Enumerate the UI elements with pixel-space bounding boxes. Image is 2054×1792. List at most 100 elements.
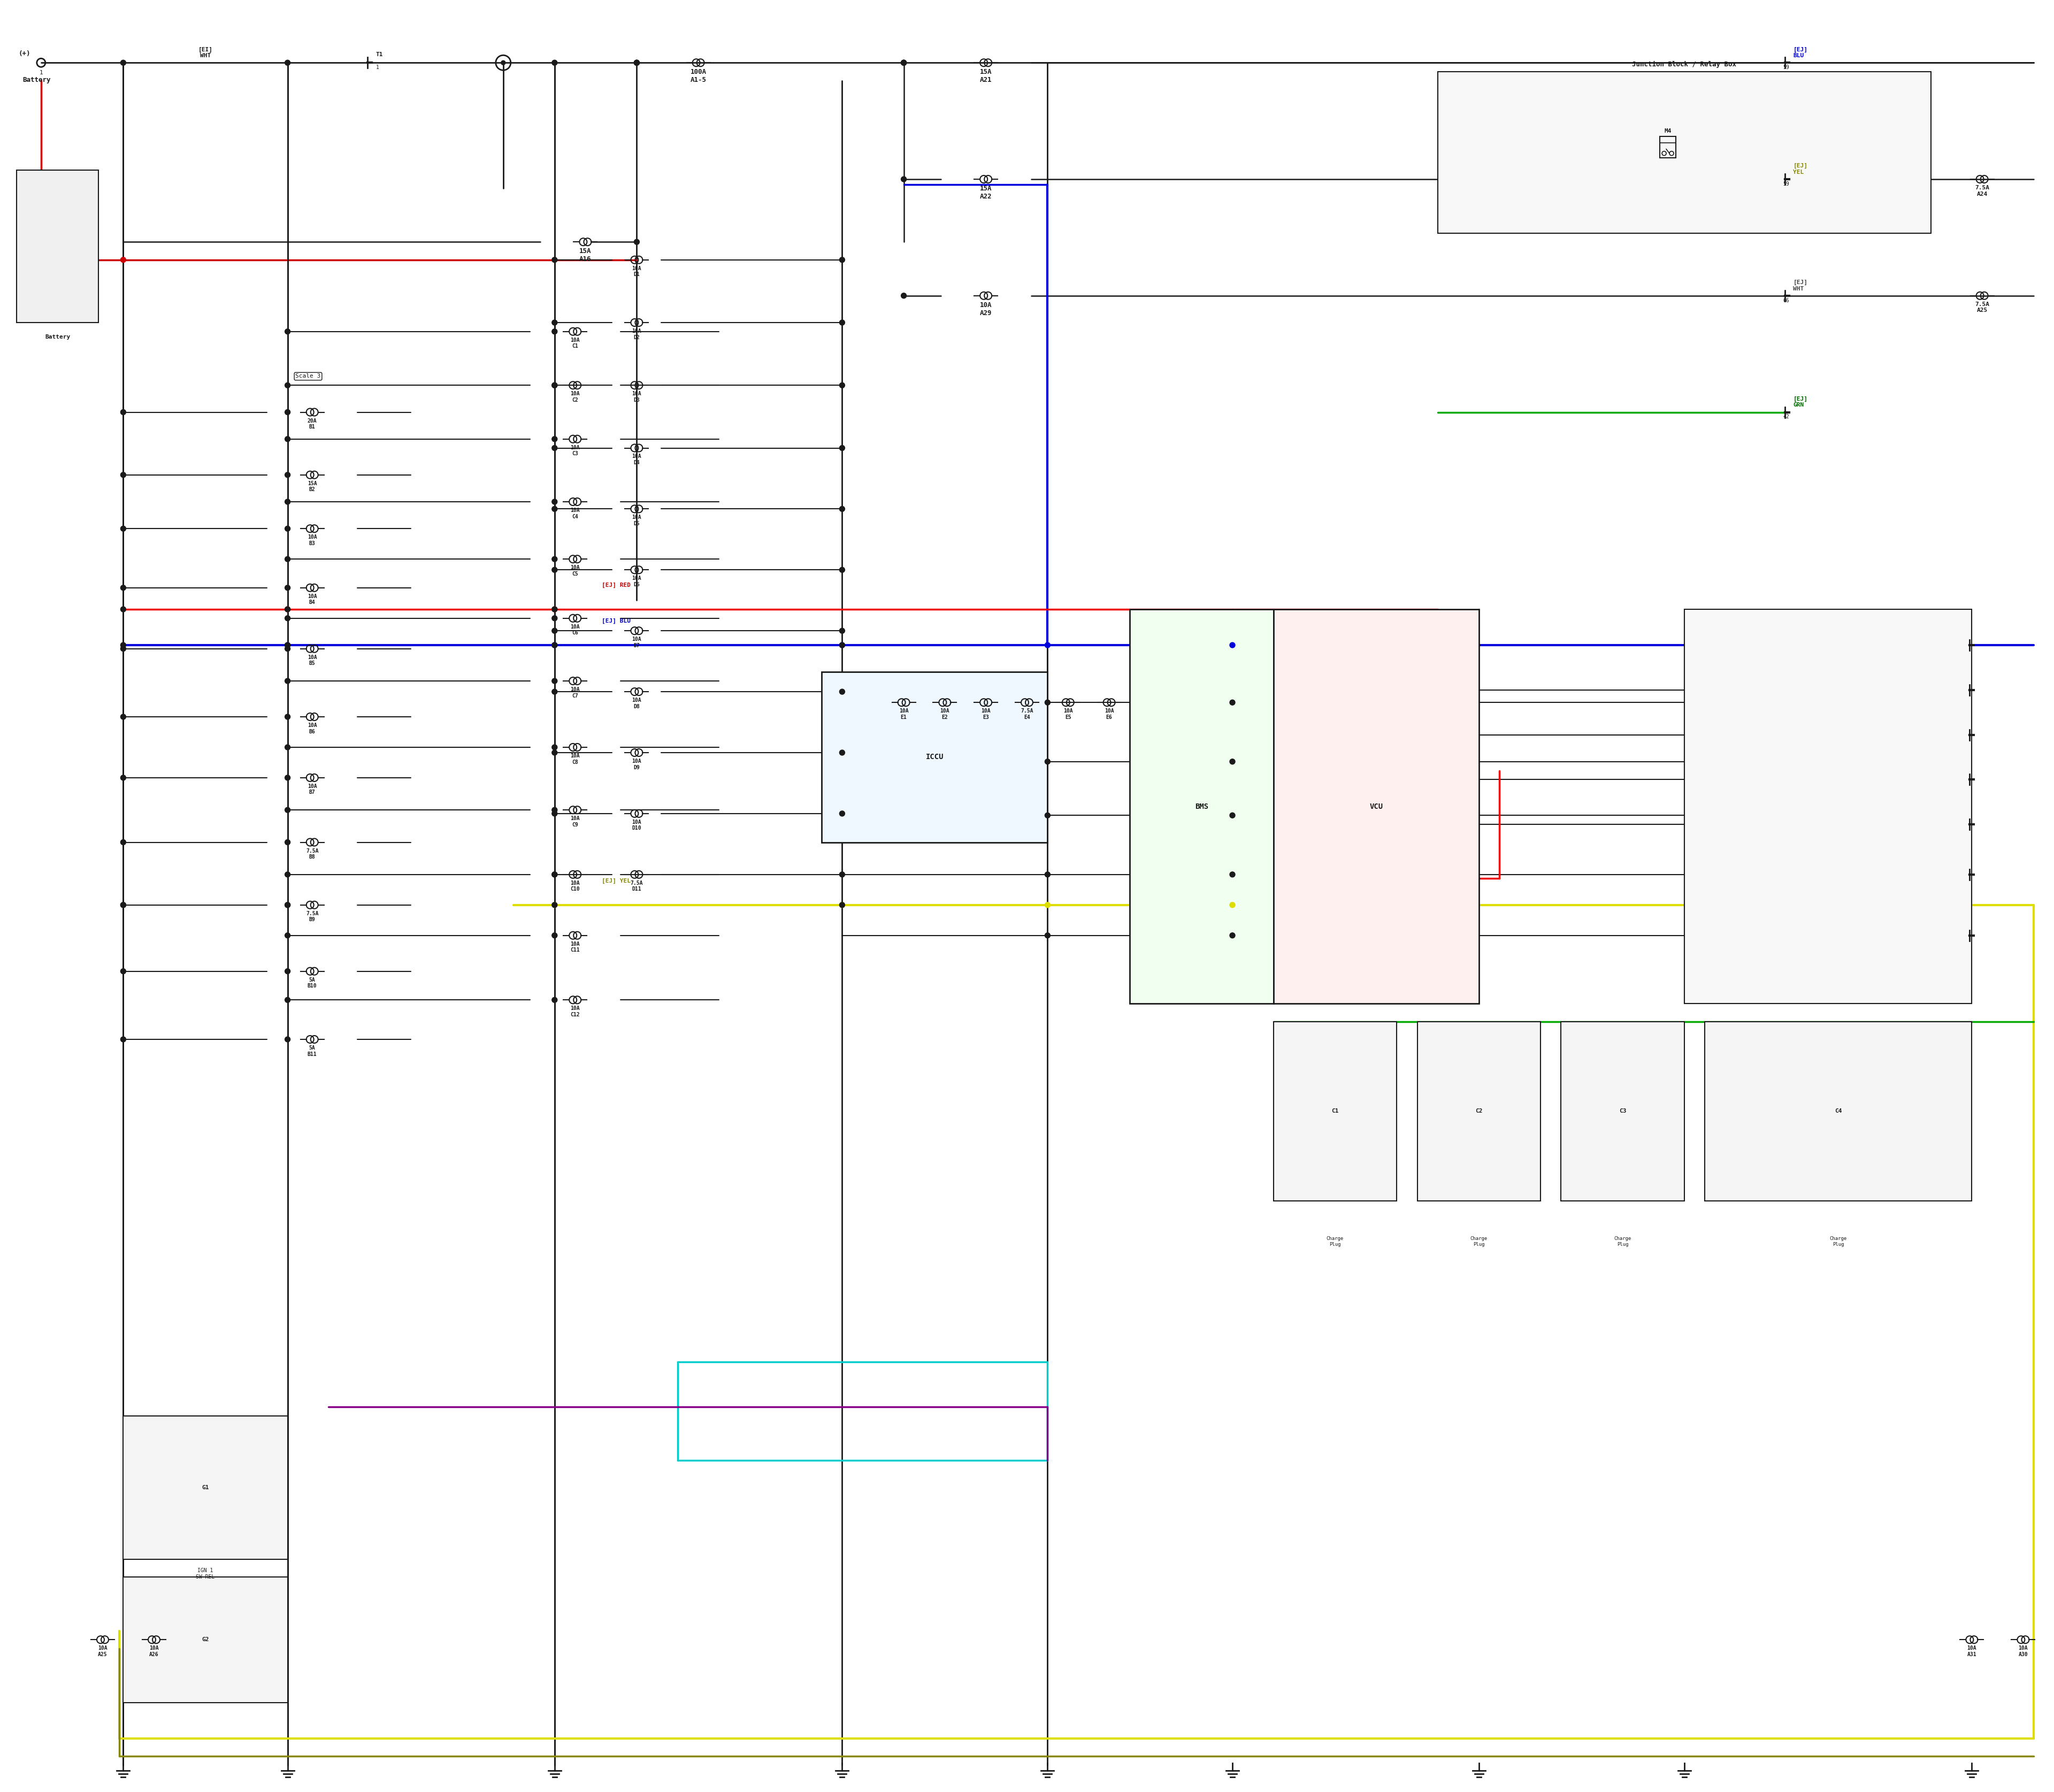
Text: C3: C3 (1619, 1109, 1627, 1113)
Text: 100A
A1-5: 100A A1-5 (690, 68, 707, 84)
Circle shape (1045, 873, 1050, 876)
Circle shape (121, 643, 125, 647)
Circle shape (553, 643, 557, 647)
Text: 5A
B11: 5A B11 (308, 1045, 316, 1057)
Circle shape (553, 607, 557, 611)
Circle shape (1230, 903, 1234, 907)
Text: 10A
A29: 10A A29 (980, 301, 992, 317)
Bar (1273, 609, 1479, 1004)
Circle shape (840, 507, 844, 511)
Text: 10A
E1: 10A E1 (900, 708, 908, 720)
Circle shape (902, 294, 906, 297)
Circle shape (121, 527, 125, 530)
Circle shape (286, 500, 290, 504)
Circle shape (1230, 643, 1234, 647)
Circle shape (286, 903, 290, 907)
Text: M4: M4 (1664, 129, 1672, 134)
Text: Battery: Battery (23, 77, 51, 84)
Text: 10A
B7: 10A B7 (308, 783, 316, 796)
Circle shape (121, 969, 125, 973)
Circle shape (840, 446, 844, 450)
Circle shape (553, 61, 557, 65)
Circle shape (1045, 760, 1050, 763)
Text: 15A
B2: 15A B2 (308, 480, 316, 493)
Bar (822, 672, 1048, 842)
Circle shape (286, 840, 290, 844)
Text: 10A
C3: 10A C3 (571, 444, 579, 457)
Circle shape (286, 557, 290, 561)
Circle shape (902, 61, 906, 65)
Text: IGN 1
SW REL: IGN 1 SW REL (195, 1568, 216, 1579)
Circle shape (121, 607, 125, 611)
Text: 7.5A
B8: 7.5A B8 (306, 848, 318, 860)
Text: 10A
C10: 10A C10 (571, 880, 579, 892)
Circle shape (286, 643, 290, 647)
Circle shape (635, 61, 639, 65)
Text: G2: G2 (201, 1638, 210, 1641)
Text: C4: C4 (1834, 1109, 1842, 1113)
Text: [EJ] RED: [EJ] RED (602, 582, 631, 588)
Circle shape (553, 616, 557, 620)
Text: 7.5A
D11: 7.5A D11 (631, 880, 643, 892)
Circle shape (1230, 934, 1234, 937)
Circle shape (286, 715, 290, 719)
Circle shape (286, 586, 290, 590)
Circle shape (121, 647, 125, 650)
Circle shape (286, 330, 290, 333)
Circle shape (121, 776, 125, 780)
Circle shape (840, 751, 844, 754)
Bar (16, 170, 99, 323)
Text: 10A
E6: 10A E6 (1105, 708, 1113, 720)
Text: 10A
C11: 10A C11 (571, 941, 579, 953)
Text: 10A
C8: 10A C8 (571, 753, 579, 765)
Text: [EJ]
GRN: [EJ] GRN (1793, 396, 1808, 409)
Bar (123, 1577, 288, 1702)
Text: 10A
E3: 10A E3 (982, 708, 990, 720)
Circle shape (553, 873, 557, 876)
Text: Charge
Plug: Charge Plug (1327, 1236, 1343, 1247)
Circle shape (553, 330, 557, 333)
Text: [EJ] BLU: [EJ] BLU (602, 618, 631, 624)
Text: 10A
B6: 10A B6 (308, 722, 316, 735)
Circle shape (1045, 903, 1050, 907)
Circle shape (840, 258, 844, 262)
Text: 10A
E2: 10A E2 (941, 708, 949, 720)
Text: 10A
C7: 10A C7 (571, 686, 579, 699)
Text: 10A
D6: 10A D6 (633, 575, 641, 588)
Circle shape (1230, 701, 1234, 704)
Circle shape (635, 61, 639, 65)
Circle shape (840, 690, 844, 694)
Text: 10A
C1: 10A C1 (571, 337, 579, 349)
Text: 10A
C2: 10A C2 (571, 391, 579, 403)
Text: Charge
Plug: Charge Plug (1471, 1236, 1487, 1247)
Circle shape (121, 903, 125, 907)
Circle shape (553, 437, 557, 441)
Text: C1: C1 (1331, 1109, 1339, 1113)
Text: 66: 66 (1783, 297, 1789, 303)
Circle shape (121, 410, 125, 414)
Text: 42: 42 (1783, 414, 1789, 419)
Text: 10A
D8: 10A D8 (633, 697, 641, 710)
Text: 10A
D3: 10A D3 (633, 391, 641, 403)
Circle shape (840, 643, 844, 647)
Circle shape (840, 812, 844, 815)
Circle shape (121, 840, 125, 844)
Bar (1660, 136, 1676, 158)
Circle shape (1230, 814, 1234, 817)
Circle shape (553, 258, 557, 262)
Circle shape (635, 61, 639, 65)
Circle shape (840, 903, 844, 907)
Circle shape (121, 1038, 125, 1041)
Text: 1: 1 (376, 65, 380, 70)
Circle shape (1045, 643, 1050, 647)
Text: 15A
A21: 15A A21 (980, 68, 992, 84)
Circle shape (1230, 760, 1234, 763)
Circle shape (286, 808, 290, 812)
Circle shape (1045, 701, 1050, 704)
Text: 10A
D2: 10A D2 (633, 328, 641, 340)
Circle shape (553, 568, 557, 572)
Circle shape (553, 679, 557, 683)
Bar (1684, 609, 1972, 1004)
Circle shape (553, 745, 557, 749)
Text: 10A
D7: 10A D7 (633, 636, 641, 649)
